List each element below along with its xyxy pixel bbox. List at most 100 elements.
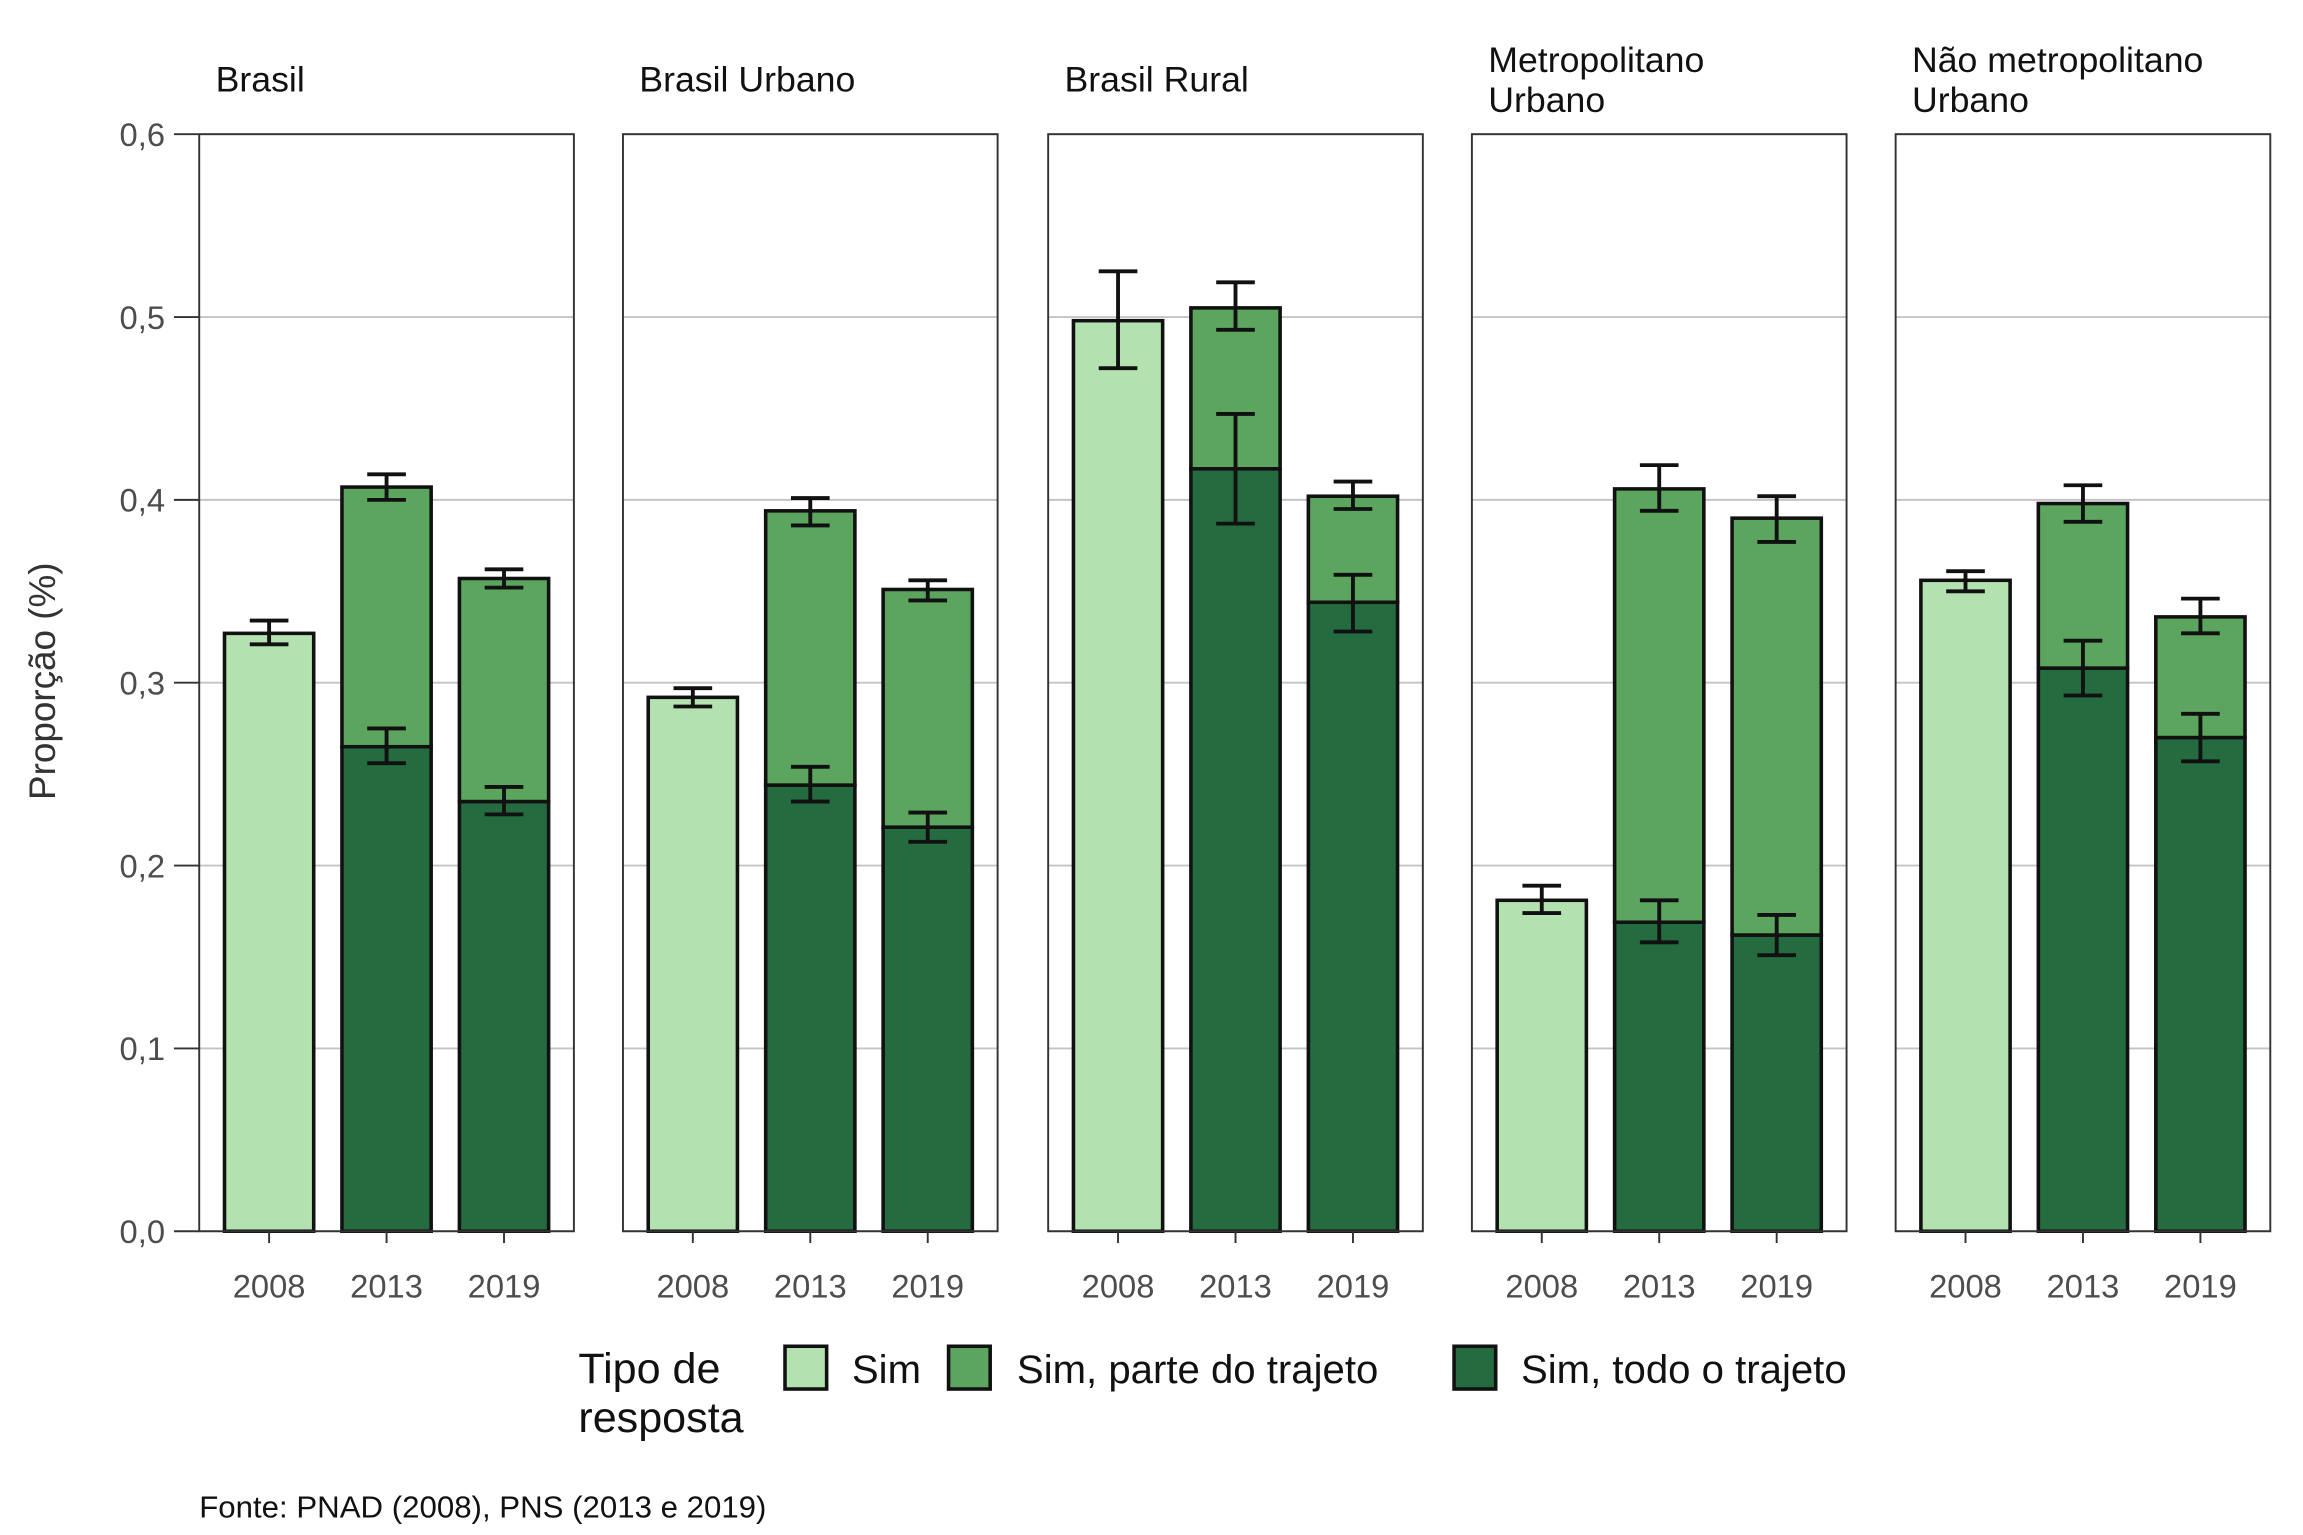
legend-label-sim-parte-do-trajeto: Sim, parte do trajeto bbox=[1017, 1348, 1378, 1392]
bar-sim-parte-do-trajeto-2019 bbox=[457, 576, 551, 804]
error-bar-sim-parte-do-trajeto-2013 bbox=[2063, 483, 2103, 524]
error-bar-sim-parte-do-trajeto-2019 bbox=[484, 567, 524, 590]
y-axis: 0,0 0,1 0,2 0,3 0,4 0,5 0,6 bbox=[120, 117, 200, 1250]
error-bar-sim-todo-o-trajeto-2013 bbox=[1216, 412, 1255, 526]
x-tick-label: 2019 bbox=[1740, 1269, 1813, 1305]
error-bar-sim-parte-do-trajeto-2019 bbox=[2181, 596, 2220, 636]
error-bar-sim-2008 bbox=[1098, 269, 1138, 371]
error-bar-sim-todo-o-trajeto-2019 bbox=[1333, 572, 1373, 634]
x-tick-label: 2013 bbox=[2047, 1269, 2120, 1305]
y-tick-label: 0,5 bbox=[120, 300, 165, 336]
error-bar-sim-parte-do-trajeto-2019 bbox=[1757, 494, 1797, 544]
x-tick-label: 2008 bbox=[233, 1269, 306, 1305]
panel-title: Urbano bbox=[1488, 80, 1605, 120]
bar-sim-parte-do-trajeto-2013 bbox=[340, 485, 433, 749]
facet-panels: Brasil 2008 2013 2019 Brasil Urbano 2008 2013 2… bbox=[198, 40, 2272, 1305]
error-bar-sim-2008 bbox=[1946, 569, 1985, 594]
source-note: Fonte: PNAD (2008), PNS (2013 e 2019) bbox=[199, 1489, 766, 1524]
bar-sim-parte-do-trajeto-2013 bbox=[763, 509, 857, 787]
panel-brasil-rural: Brasil Rural 2008 2013 2019 bbox=[1047, 60, 1424, 1305]
y-axis-label: Proporção (%) bbox=[21, 562, 63, 800]
bar-sim-todo-o-trajeto-2013 bbox=[763, 783, 857, 1234]
panel-border bbox=[1470, 133, 1848, 1233]
error-bar-sim-parte-do-trajeto-2019 bbox=[908, 578, 948, 603]
legend-label-sim-todo-o-trajeto: Sim, todo o trajeto bbox=[1521, 1348, 1847, 1392]
legend-title-line: resposta bbox=[578, 1394, 743, 1442]
x-tick-label: 2013 bbox=[774, 1269, 847, 1305]
bar-sim-parte-do-trajeto-2013 bbox=[1612, 487, 1706, 925]
panel-title: Urbano bbox=[1912, 80, 2029, 120]
error-bar-sim-todo-o-trajeto-2019 bbox=[908, 810, 948, 844]
error-bar-sim-todo-o-trajeto-2019 bbox=[484, 785, 524, 817]
x-tick-label: 2008 bbox=[1929, 1269, 2002, 1305]
x-tick-label: 2008 bbox=[1505, 1269, 1578, 1305]
panel-title: Brasil Rural bbox=[1065, 60, 1249, 100]
bar-sim-todo-o-trajeto-2019 bbox=[457, 799, 551, 1234]
panel-title: Não metropolitano bbox=[1912, 40, 2203, 80]
x-tick-label: 2008 bbox=[656, 1269, 729, 1305]
x-tick-label: 2019 bbox=[891, 1269, 964, 1305]
bar-sim-todo-o-trajeto-2013 bbox=[2036, 666, 2130, 1234]
y-tick-label: 0,2 bbox=[120, 848, 165, 884]
y-tick-label: 0,1 bbox=[120, 1031, 165, 1067]
legend-item-sim: Sim bbox=[783, 1344, 921, 1392]
bar-sim-todo-o-trajeto-2013 bbox=[1189, 467, 1282, 1234]
error-bar-sim-todo-o-trajeto-2013 bbox=[367, 726, 406, 766]
error-bar-sim-parte-do-trajeto-2013 bbox=[1216, 280, 1255, 332]
bar-sim-todo-o-trajeto-2019 bbox=[1730, 933, 1824, 1234]
error-bar-sim-2008 bbox=[1522, 883, 1562, 916]
x-tick-label: 2013 bbox=[350, 1269, 423, 1305]
y-tick-label: 0,4 bbox=[120, 483, 165, 519]
error-bar-sim-parte-do-trajeto-2019 bbox=[1333, 479, 1373, 511]
bar-sim-todo-o-trajeto-2019 bbox=[1306, 600, 1400, 1234]
y-tick-label: 0,3 bbox=[120, 666, 165, 702]
panel-border bbox=[621, 133, 999, 1233]
bar-sim-parte-do-trajeto-2019 bbox=[1730, 516, 1824, 937]
bar-sim-2008 bbox=[1071, 318, 1165, 1234]
x-tick-label: 2019 bbox=[2164, 1269, 2237, 1305]
y-tick-label: 0,0 bbox=[120, 1214, 165, 1250]
legend-item-sim-todo-o-trajeto: Sim, todo o trajeto bbox=[1452, 1344, 1847, 1392]
bar-sim-parte-do-trajeto-2019 bbox=[881, 587, 975, 829]
panel-brasil-urbano: Brasil Urbano 2008 2013 2019 bbox=[621, 60, 999, 1305]
panel-title: Brasil Urbano bbox=[639, 60, 855, 100]
legend-swatch-sim bbox=[783, 1344, 829, 1391]
error-bar-sim-todo-o-trajeto-2013 bbox=[2063, 638, 2103, 698]
bar-sim-todo-o-trajeto-2019 bbox=[2154, 735, 2247, 1234]
legend-item-sim-parte-do-trajeto: Sim, parte do trajeto bbox=[946, 1344, 1378, 1392]
legend-swatch-sim-parte-do-trajeto bbox=[946, 1344, 992, 1391]
x-tick-label: 2008 bbox=[1082, 1269, 1155, 1305]
legend-title-line: Tipo de bbox=[578, 1345, 720, 1393]
x-tick-label: 2013 bbox=[1623, 1269, 1696, 1305]
bar-sim-2008 bbox=[222, 631, 316, 1234]
error-bar-sim-todo-o-trajeto-2019 bbox=[1757, 913, 1797, 958]
error-bar-sim-parte-do-trajeto-2013 bbox=[790, 496, 830, 528]
bar-sim-todo-o-trajeto-2013 bbox=[1612, 920, 1706, 1234]
error-bar-sim-2008 bbox=[673, 686, 713, 709]
panel-title: Metropolitano bbox=[1488, 40, 1704, 80]
legend-swatch-sim-todo-o-trajeto bbox=[1452, 1344, 1498, 1391]
y-tick-label: 0,6 bbox=[120, 117, 165, 153]
panel-border bbox=[198, 133, 575, 1233]
error-bar-sim-2008 bbox=[249, 618, 289, 647]
error-bar-sim-parte-do-trajeto-2013 bbox=[1639, 463, 1679, 513]
bar-sim-2008 bbox=[1919, 578, 2012, 1234]
legend-label-sim: Sim bbox=[852, 1348, 921, 1392]
bar-sim-2008 bbox=[646, 695, 740, 1234]
bar-sim-2008 bbox=[1495, 898, 1589, 1234]
error-bar-sim-todo-o-trajeto-2019 bbox=[2181, 711, 2220, 764]
x-tick-label: 2019 bbox=[1317, 1269, 1390, 1305]
panel-border bbox=[1894, 133, 2272, 1233]
panel-border bbox=[1047, 133, 1424, 1233]
error-bar-sim-todo-o-trajeto-2013 bbox=[790, 764, 830, 804]
x-tick-label: 2013 bbox=[1199, 1269, 1272, 1305]
error-bar-sim-todo-o-trajeto-2013 bbox=[1639, 898, 1679, 945]
error-bar-sim-parte-do-trajeto-2013 bbox=[367, 472, 406, 502]
panel-title: Brasil bbox=[216, 60, 305, 100]
x-tick-label: 2019 bbox=[468, 1269, 541, 1305]
bar-sim-todo-o-trajeto-2019 bbox=[881, 825, 975, 1234]
